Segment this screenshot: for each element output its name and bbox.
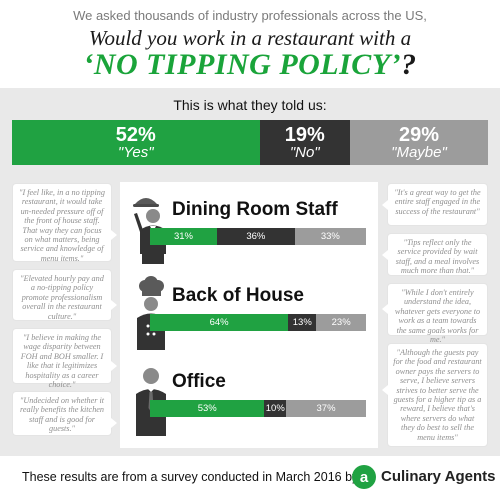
quote-bubble: "It's a great way to get the entire staf… <box>387 183 488 226</box>
summary-yes-label: "Yes" <box>118 145 154 161</box>
role-title: Back of House <box>172 285 304 307</box>
summary-maybe-label: "Maybe" <box>391 145 447 161</box>
quote-bubble: "Although the guests pay for the food an… <box>387 343 488 447</box>
policy-headline: ‘NO TIPPING POLICY’? <box>0 48 500 82</box>
header: We asked thousands of industry professio… <box>0 0 500 88</box>
bar-segment-yes: 53% <box>150 400 264 417</box>
quote-bubble: "While I don't entirely understand the i… <box>387 283 488 336</box>
bar-segment-maybe: 23% <box>316 314 366 331</box>
quote-bubble: "Undecided on whether it really benefits… <box>12 391 112 436</box>
brand-name: Culinary Agents <box>381 468 495 485</box>
footer-text: These results are from a survey conducte… <box>22 470 358 484</box>
summary-yes-pct: 52% <box>116 125 156 145</box>
bar-segment-no: 10% <box>264 400 286 417</box>
role-bar-office: 53% 10% 37% <box>150 400 366 417</box>
summary-caption: This is what they told us: <box>0 97 500 113</box>
question-mark: ? <box>401 48 417 81</box>
policy-text: ‘NO TIPPING POLICY’ <box>83 48 401 81</box>
bar-segment-maybe: 37% <box>286 400 366 417</box>
summary-yes-segment: 52% "Yes" <box>12 120 260 165</box>
summary-no-pct: 19% <box>285 125 325 145</box>
role-group-dining: Dining Room Staff 31% 36% 33% <box>120 186 378 272</box>
culinary-agents-logo: a <box>352 465 376 489</box>
summary-bar: 52% "Yes" 19% "No" 29% "Maybe" <box>12 120 488 165</box>
quote-bubble: "Tips reflect only the service provided … <box>387 233 488 276</box>
summary-maybe-pct: 29% <box>399 125 439 145</box>
summary-maybe-segment: 29% "Maybe" <box>350 120 488 165</box>
summary-no-label: "No" <box>290 145 320 161</box>
roles-panel: Dining Room Staff 31% 36% 33% Back of Hous… <box>120 182 378 448</box>
bar-segment-no: 36% <box>217 228 295 245</box>
role-bar-back-of-house: 64% 13% 23% <box>150 314 366 331</box>
role-group-office: Office 53% 10% 37% <box>120 358 378 444</box>
role-title: Dining Room Staff <box>172 199 338 221</box>
bar-segment-no: 13% <box>288 314 316 331</box>
summary-no-segment: 19% "No" <box>260 120 350 165</box>
role-group-back-of-house: Back of House 64% 13% 23% <box>120 272 378 358</box>
intro-text: We asked thousands of industry professio… <box>0 8 500 23</box>
footer: These results are from a survey conducte… <box>0 456 500 500</box>
quote-bubble: "I believe in making the wage disparity … <box>12 328 112 384</box>
quote-bubble: "I feel like, in a no tipping restaurant… <box>12 183 112 262</box>
bar-segment-yes: 31% <box>150 228 217 245</box>
bar-segment-yes: 64% <box>150 314 288 331</box>
role-title: Office <box>172 371 226 393</box>
main-section: "I feel like, in a no tipping restaurant… <box>0 176 500 456</box>
role-bar-dining: 31% 36% 33% <box>150 228 366 245</box>
summary-section: This is what they told us: 52% "Yes" 19%… <box>0 88 500 176</box>
bar-segment-maybe: 33% <box>295 228 366 245</box>
quote-bubble: "Elevated hourly pay and a no-tipping po… <box>12 269 112 321</box>
